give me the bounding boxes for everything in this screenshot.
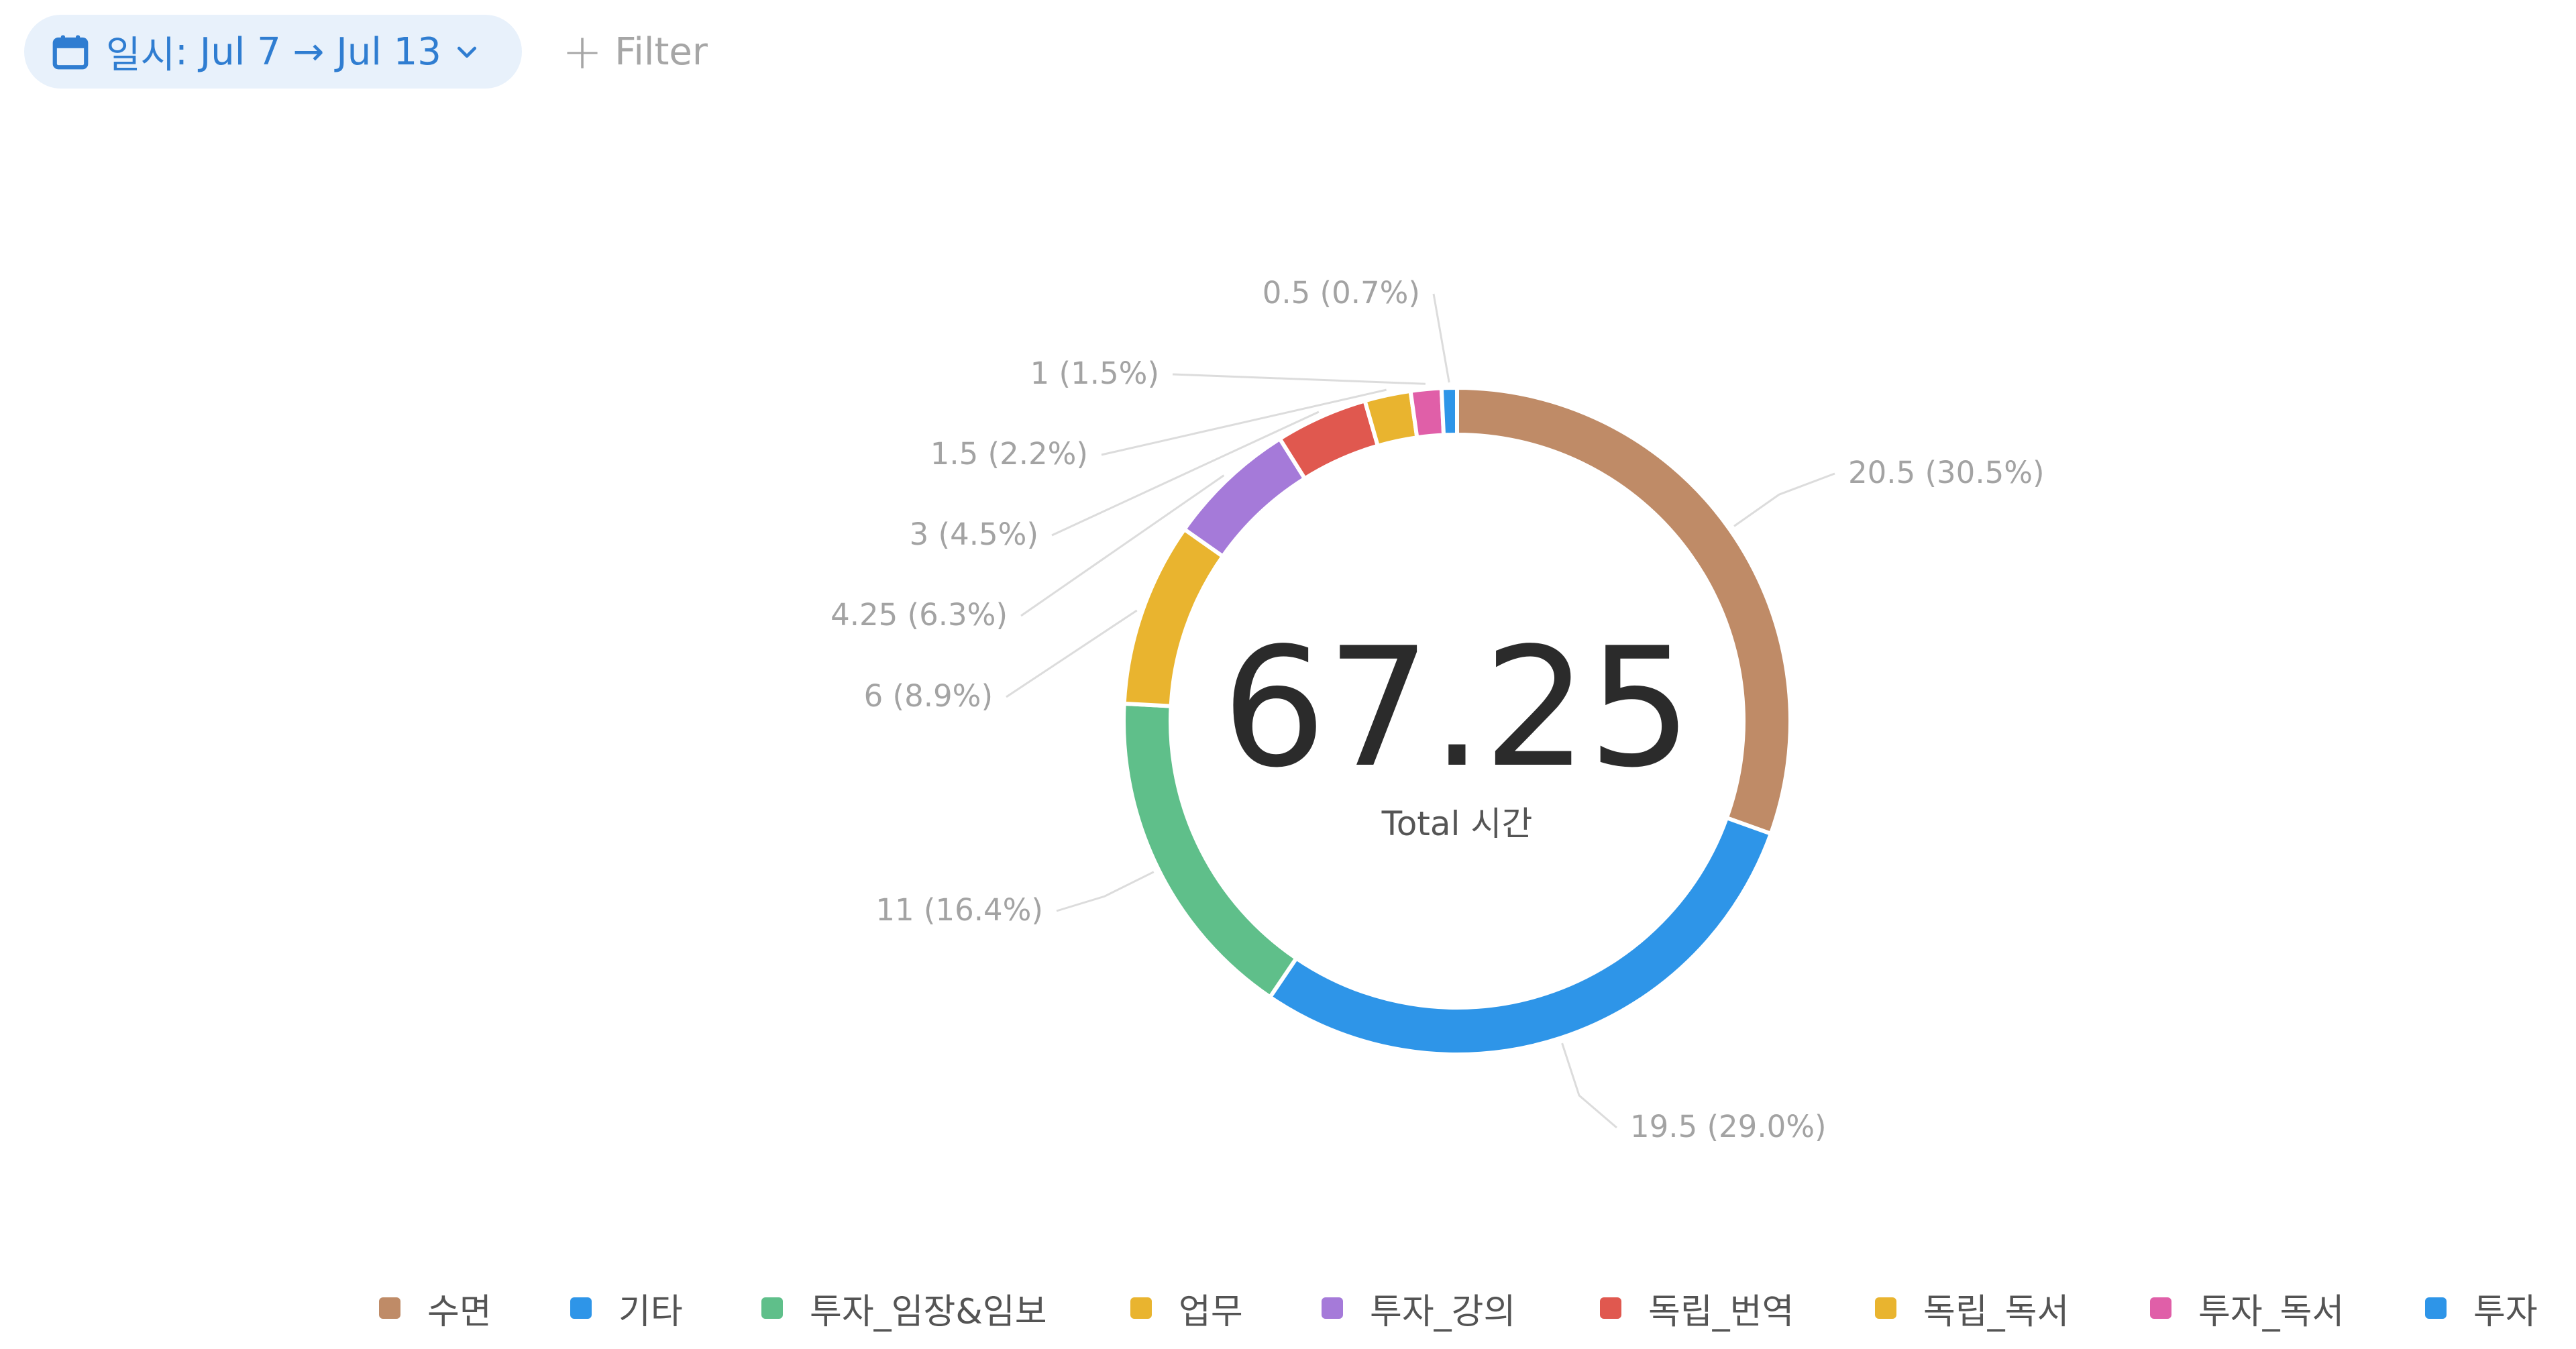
total-value: 67.25 <box>1222 612 1692 804</box>
legend-swatch <box>1130 1297 1152 1319</box>
legend-swatch <box>1322 1297 1343 1319</box>
calendar-icon <box>52 35 89 70</box>
donut-slice[interactable] <box>1122 526 1226 708</box>
leader-line <box>1101 388 1387 456</box>
legend-label: 기타 <box>619 1291 683 1332</box>
legend-item[interactable]: 투자_임장&임보 <box>761 1281 1047 1335</box>
legend-swatch <box>2150 1297 2171 1319</box>
leader-lines <box>1006 293 1835 1129</box>
total-label: Total 시간 <box>1381 804 1533 843</box>
date-filter-chip[interactable]: 일시 : Jul 7 → Jul 13 <box>24 15 522 89</box>
legend-item[interactable]: 투자_강의 <box>1322 1281 1515 1335</box>
slice-data-label: 20.5 (30.5%) <box>1848 455 2045 490</box>
donut-slice[interactable] <box>1408 386 1446 440</box>
legend-item[interactable]: 투자 <box>2425 1281 2538 1335</box>
slice-data-label: 0.5 (0.7%) <box>1263 275 1420 311</box>
date-property-name: 일시 <box>106 33 176 77</box>
add-filter-label: Filter <box>614 30 708 74</box>
leader-line <box>1172 373 1426 385</box>
date-range-value: Jul 7 → Jul 13 <box>199 30 441 74</box>
legend-label: 투자_독서 <box>2198 1291 2345 1332</box>
legend-swatch <box>1875 1297 1896 1319</box>
slice-data-label: 11 (16.4%) <box>875 892 1043 928</box>
chevron-down-icon <box>457 46 476 58</box>
slice-labels: 20.5 (30.5%) 19.5 (29.0%) 11 (16.4%) 6 (8.9… <box>830 275 2045 1144</box>
colon-separator: : <box>175 30 200 74</box>
legend-swatch <box>379 1297 400 1319</box>
legend-item[interactable]: 투자_독서 <box>2150 1281 2344 1335</box>
add-filter-button[interactable]: + Filter <box>562 28 708 76</box>
plus-icon: + <box>561 23 603 80</box>
slice-data-label: 19.5 (29.0%) <box>1630 1109 1827 1144</box>
legend-label: 업무 <box>1179 1291 1243 1332</box>
slice-data-label: 6 (8.9%) <box>864 678 993 714</box>
legend-swatch <box>761 1297 783 1319</box>
legend-item[interactable]: 기타 <box>570 1281 683 1335</box>
donut-slice[interactable] <box>1439 385 1459 437</box>
legend-label: 독립_독서 <box>1923 1291 2070 1332</box>
leader-line <box>1020 474 1225 617</box>
leader-line <box>1051 411 1320 537</box>
donut-slice[interactable] <box>1181 435 1308 559</box>
slice-data-label: 4.25 (6.3%) <box>830 597 1008 633</box>
leader-line <box>1006 609 1138 698</box>
legend-item[interactable]: 업무 <box>1130 1281 1243 1335</box>
leader-line <box>1432 293 1450 383</box>
legend-label: 수면 <box>427 1291 492 1332</box>
legend-label: 독립_번역 <box>1648 1291 1794 1332</box>
legend-label: 투자 <box>2473 1291 2538 1332</box>
legend-item[interactable]: 독립_번역 <box>1600 1281 1794 1335</box>
donut-chart: 20.5 (30.5%) 19.5 (29.0%) 11 (16.4%) 6 (8.9… <box>830 275 2045 1144</box>
chart-legend: 수면 기타 투자_임장&임보 업무 투자_강의 독립_번역 독립_독서 투자_독서 투자 <box>0 1281 2576 1335</box>
legend-label: 투자_강의 <box>1370 1291 1516 1332</box>
donut-slice[interactable] <box>1267 815 1774 1057</box>
leader-line <box>1056 871 1155 912</box>
legend-swatch <box>570 1297 592 1319</box>
slice-data-label: 3 (4.5%) <box>910 517 1038 552</box>
legend-item[interactable]: 독립_독서 <box>1875 1281 2069 1335</box>
leader-line <box>1561 1042 1617 1129</box>
slice-data-label: 1 (1.5%) <box>1030 356 1159 391</box>
legend-swatch <box>1600 1297 1621 1319</box>
donut-slices <box>1122 385 1792 1057</box>
slice-data-label: 1.5 (2.2%) <box>930 436 1088 472</box>
legend-label: 투자_임장&임보 <box>810 1291 1047 1332</box>
legend-item[interactable]: 수면 <box>379 1281 492 1335</box>
legend-swatch <box>2425 1297 2447 1319</box>
leader-line <box>1733 472 1835 527</box>
filter-toolbar: 일시 : Jul 7 → Jul 13 + Filter <box>24 15 708 89</box>
